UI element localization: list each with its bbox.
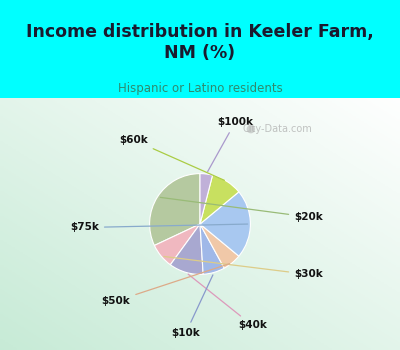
Wedge shape: [200, 224, 224, 274]
Wedge shape: [200, 192, 250, 256]
Text: ●: ●: [245, 124, 255, 134]
Text: $10k: $10k: [172, 275, 213, 337]
Wedge shape: [200, 224, 239, 268]
Wedge shape: [154, 224, 200, 265]
Wedge shape: [150, 174, 200, 245]
Wedge shape: [200, 174, 212, 224]
Wedge shape: [200, 175, 239, 224]
Text: $100k: $100k: [208, 118, 253, 172]
Wedge shape: [170, 224, 203, 274]
Text: City-Data.com: City-Data.com: [242, 124, 312, 134]
Text: $40k: $40k: [188, 274, 267, 330]
Text: Income distribution in Keeler Farm,
NM (%): Income distribution in Keeler Farm, NM (…: [26, 23, 374, 62]
Text: $60k: $60k: [119, 135, 224, 180]
Text: Hispanic or Latino residents: Hispanic or Latino residents: [118, 82, 282, 95]
Text: $30k: $30k: [164, 257, 323, 279]
Text: $20k: $20k: [160, 197, 323, 222]
Text: $75k: $75k: [70, 223, 248, 232]
Text: $50k: $50k: [102, 264, 230, 306]
